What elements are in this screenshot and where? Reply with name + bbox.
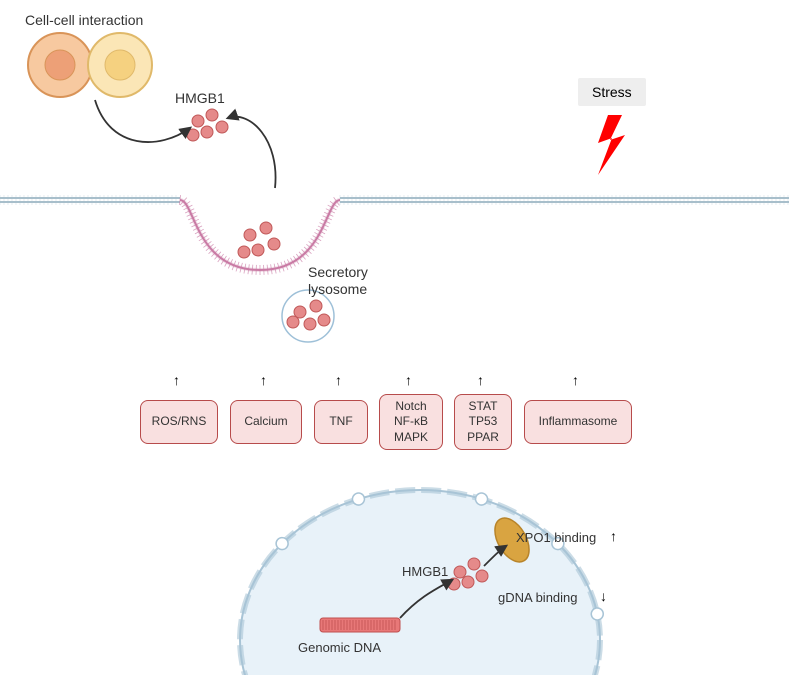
pathway-up-arrow: ↑ bbox=[260, 372, 267, 388]
pathway-box: Notch NF-κB MAPK bbox=[379, 394, 443, 450]
pathway-up-arrow: ↑ bbox=[173, 372, 180, 388]
label-genomic-dna: Genomic DNA bbox=[298, 640, 381, 656]
pathway-box: STAT TP53 PPAR bbox=[454, 394, 512, 450]
pathway-box: Calcium bbox=[230, 400, 302, 444]
xpo1-up-arrow: ↑ bbox=[610, 528, 617, 544]
label-xpo1: XPO1 binding bbox=[516, 530, 596, 546]
pathway-up-arrow: ↑ bbox=[572, 372, 579, 388]
label-stress: Stress bbox=[578, 78, 646, 106]
label-secretory-lysosome: Secretory lysosome bbox=[308, 264, 368, 298]
label-cell-interaction: Cell-cell interaction bbox=[25, 12, 143, 29]
pathway-up-arrow: ↑ bbox=[405, 372, 412, 388]
pathway-box: Inflammasome bbox=[524, 400, 632, 444]
pathway-up-arrow: ↑ bbox=[477, 372, 484, 388]
label-hmgb1-top: HMGB1 bbox=[175, 90, 225, 107]
pathway-box: ROS/RNS bbox=[140, 400, 218, 444]
pathway-box: TNF bbox=[314, 400, 368, 444]
gdna-down-arrow: ↓ bbox=[600, 588, 607, 604]
pathway-up-arrow: ↑ bbox=[335, 372, 342, 388]
label-hmgb1-nuc: HMGB1 bbox=[402, 564, 448, 580]
label-gdna: gDNA binding bbox=[498, 590, 578, 606]
vesicle-to-hmgb1 bbox=[228, 117, 276, 188]
